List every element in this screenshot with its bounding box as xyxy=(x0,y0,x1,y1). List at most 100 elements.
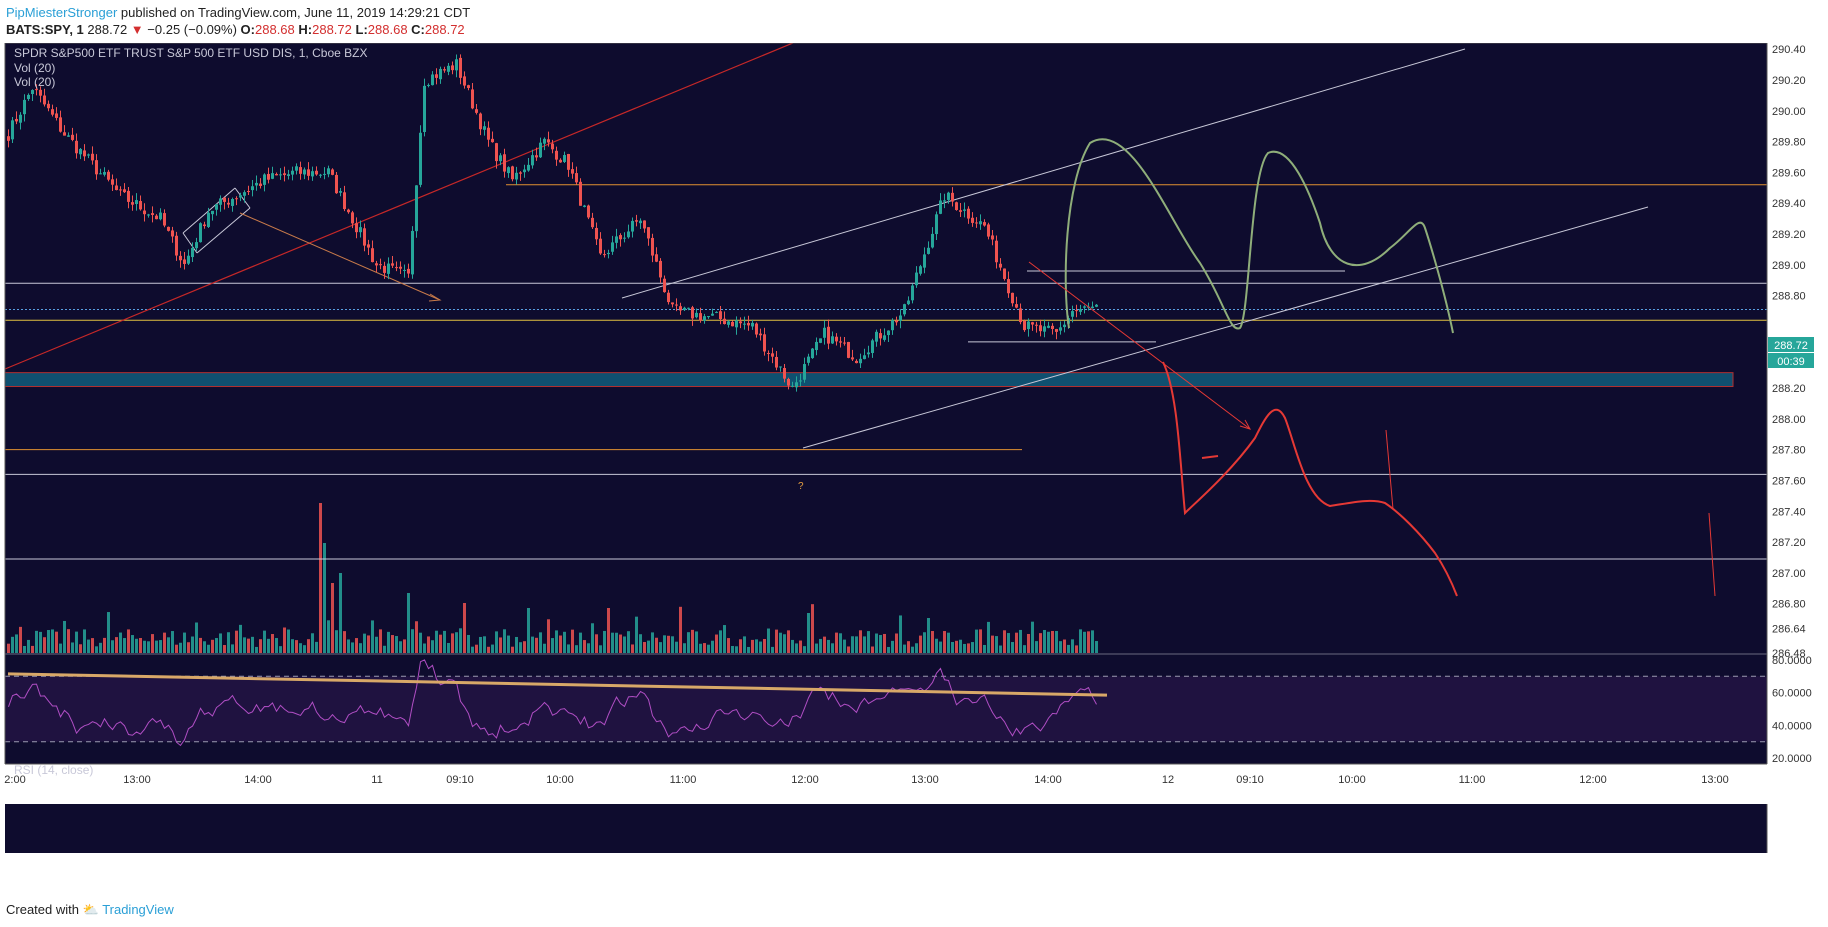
candle xyxy=(399,266,402,269)
price-tick-label: 286.64 xyxy=(1772,623,1806,635)
candle xyxy=(195,242,198,249)
volume-bar xyxy=(7,643,10,653)
red-forecast-tick xyxy=(1385,429,1394,510)
candle xyxy=(67,135,70,137)
volume-bar xyxy=(743,636,746,653)
candle xyxy=(659,260,662,278)
candle xyxy=(75,140,78,154)
time-tick-label: 10:00 xyxy=(1338,774,1366,786)
volume-bar xyxy=(135,638,138,653)
tradingview-brand-link[interactable]: TradingView xyxy=(102,902,174,917)
volume-bar xyxy=(711,640,714,653)
candle xyxy=(931,233,934,248)
volume-bar xyxy=(883,633,886,653)
volume-bar xyxy=(715,634,718,653)
volume-bar xyxy=(499,637,502,653)
open-label: O: xyxy=(240,22,255,37)
candle xyxy=(35,89,38,91)
candle xyxy=(799,380,802,382)
candle xyxy=(627,231,630,238)
candle xyxy=(787,378,790,386)
price-tick-label: 287.60 xyxy=(1772,475,1806,487)
candle xyxy=(951,192,954,202)
volume-bars xyxy=(7,503,1098,653)
volume-bar xyxy=(191,636,194,653)
candle xyxy=(815,341,818,351)
candle xyxy=(419,132,422,185)
volume-bar xyxy=(183,632,186,653)
candle xyxy=(671,302,674,305)
high-label: H: xyxy=(298,22,313,37)
volume-bar xyxy=(903,644,906,653)
volume-bar xyxy=(539,632,542,653)
volume-bar xyxy=(1011,642,1014,653)
volume-bar xyxy=(55,631,58,653)
candle xyxy=(555,150,558,160)
candle xyxy=(215,204,218,210)
time-tick-label: 12:00 xyxy=(791,774,819,786)
channel-lower-line xyxy=(802,206,1649,449)
candle xyxy=(183,259,186,264)
candle xyxy=(7,136,10,141)
candle xyxy=(351,212,354,224)
volume-bar xyxy=(571,629,574,653)
candle xyxy=(15,118,18,122)
time-tick-label: 14:00 xyxy=(1034,774,1062,786)
candle xyxy=(391,263,394,266)
volume-bar xyxy=(175,644,178,653)
volume-bar xyxy=(63,620,66,653)
volume-bar xyxy=(1055,630,1058,653)
volume-bar xyxy=(167,637,170,653)
volume-bar xyxy=(867,631,870,653)
time-tick-label: 13:00 xyxy=(123,774,151,786)
volume-bar xyxy=(691,629,694,653)
volume-bar xyxy=(627,631,630,653)
volume-bar xyxy=(907,641,910,653)
candle xyxy=(279,174,282,176)
volume-bar xyxy=(931,631,934,653)
volume-bar xyxy=(967,643,970,653)
candle xyxy=(343,192,346,210)
chart-svg[interactable]: 290.40 290.20 290.00 289.80 289.60 289.40 289.… xyxy=(0,37,1828,893)
candle xyxy=(759,333,762,336)
volume-bar xyxy=(371,620,374,653)
volume-bar xyxy=(955,640,958,653)
candle xyxy=(843,342,846,344)
price-badge-text: 288.72 xyxy=(1774,340,1808,352)
candle xyxy=(255,182,258,186)
candle xyxy=(1091,306,1094,309)
timer-badge: 00:39 xyxy=(1768,353,1814,368)
volume-bar xyxy=(43,637,46,653)
volume-bar xyxy=(975,629,978,653)
volume-bar xyxy=(435,630,438,653)
volume-bar xyxy=(311,633,314,653)
volume-bar xyxy=(923,632,926,653)
candle xyxy=(667,292,670,303)
volume-bar xyxy=(1067,644,1070,653)
candle xyxy=(247,191,250,193)
volume-bar xyxy=(943,631,946,653)
volume-bar xyxy=(595,634,598,653)
volume-bar xyxy=(387,631,390,653)
volume-bar xyxy=(223,645,226,653)
high-value: 288.72 xyxy=(312,22,352,37)
volume-bar xyxy=(423,643,426,653)
candle xyxy=(535,155,538,158)
candle xyxy=(955,202,958,210)
candle xyxy=(527,164,530,171)
candle xyxy=(451,65,454,71)
volume-bar xyxy=(443,630,446,653)
volume-bar xyxy=(523,641,526,653)
volume-bar xyxy=(531,636,534,653)
time-tick-label: 12:00 xyxy=(1579,774,1607,786)
volume-bar xyxy=(235,630,238,653)
volume-bar xyxy=(695,631,698,653)
volume-bar xyxy=(267,638,270,653)
candle xyxy=(999,263,1002,268)
candle xyxy=(11,120,14,140)
author-link[interactable]: PipMiesterStronger xyxy=(6,5,118,20)
candle xyxy=(747,322,750,326)
volume-bar xyxy=(375,636,378,653)
chart-area[interactable]: 290.40 290.20 290.00 289.80 289.60 289.40 289.… xyxy=(0,37,1828,893)
volume-bar xyxy=(1019,629,1022,653)
